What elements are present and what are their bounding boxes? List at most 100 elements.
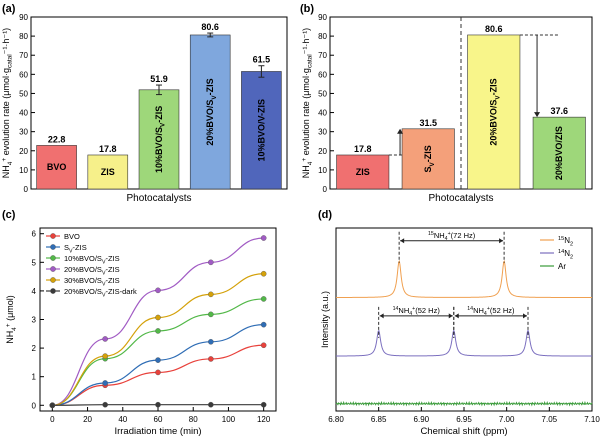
legend-entry-0: 15N2 — [558, 236, 573, 247]
spectrum-2 — [335, 400, 593, 407]
bar-0 — [336, 154, 390, 190]
x-axis-label: Photocatalysts — [126, 193, 191, 204]
legend-marker — [50, 233, 56, 239]
y-tick-label: 30 — [318, 128, 327, 137]
legend-entry-2: 10%BVO/SV-ZIS — [64, 254, 120, 265]
x-tick-label: 60 — [154, 415, 163, 424]
arrow-head — [397, 128, 404, 134]
subscript: 4 — [445, 236, 448, 242]
bar-1 — [401, 128, 455, 190]
y-tick-label: 40 — [318, 109, 327, 118]
legend-entry-1: 14N2 — [558, 249, 573, 260]
y-tick-label: 80 — [318, 32, 327, 41]
y-tick-label: 50 — [318, 89, 327, 98]
main-text: evolution rate (μmol·g — [1, 68, 11, 158]
x-axis-label: Photocatalysts — [428, 193, 493, 204]
x-tick-label: 0 — [50, 415, 55, 424]
x-tick-label: 7.10 — [584, 415, 600, 424]
value-label-1: 31.5 — [419, 118, 437, 128]
data-point-1-1 — [102, 380, 108, 386]
tail-text: (52 Hz) — [490, 306, 515, 315]
panel-label-c: (c) — [2, 209, 16, 221]
arrow-head — [379, 313, 384, 319]
legend-marker — [50, 266, 56, 272]
coupling-label-2: 14NH4+(52 Hz) — [467, 306, 515, 317]
main-text: S — [423, 166, 433, 172]
panel-label-d: (d) — [318, 209, 332, 221]
arrow-head — [448, 313, 453, 319]
data-point-4-1 — [102, 353, 108, 359]
x-tick-label: 7.00 — [499, 415, 515, 424]
y-tick-label: 80 — [19, 32, 28, 41]
bar-0 — [36, 145, 77, 190]
superscript: 14 — [393, 306, 399, 312]
tail-text: -ZIS-dark — [105, 287, 137, 296]
bar-text-2: 20%BVO/SV-ZIS — [489, 78, 502, 145]
y-tick-label: 2 — [32, 344, 37, 353]
main-text: ZIS — [101, 167, 115, 177]
tail-text: -ZIS — [256, 99, 266, 116]
tail-text: -ZIS — [423, 145, 433, 162]
subscript: 4 — [7, 161, 14, 165]
superscript: + — [412, 306, 415, 312]
y-tick-label: 90 — [318, 13, 327, 22]
panel-a: 0 10 20 30 40 50 60 70 80 90 22.8 BVO 17.8 ZIS 51.9 10%… — [1, 3, 288, 204]
bar-3 — [532, 116, 586, 190]
coupling-label-1: 14NH4+(52 Hz) — [393, 306, 441, 317]
y-tick-label: 50 — [19, 89, 28, 98]
value-label-2: 80.6 — [485, 24, 503, 34]
data-point-1-3 — [208, 339, 214, 345]
x-tick-label: 7.05 — [542, 415, 558, 424]
y-tick-label: 0 — [24, 185, 29, 194]
subscript: V — [429, 161, 436, 166]
panel-b: 010203040506070809017.8ZIS31.5SV-ZIS80.6… — [300, 3, 593, 204]
y-tick-label: 20 — [19, 147, 28, 156]
superscript: + — [487, 306, 490, 312]
bar-text-0: ZIS — [356, 167, 370, 177]
value-label-0: 17.8 — [354, 144, 372, 154]
data-point-4-3 — [208, 291, 214, 298]
main-text: BVO — [47, 162, 67, 172]
data-point-5-1 — [102, 401, 108, 408]
y-tick-label: 4 — [32, 287, 37, 296]
plot-frame — [335, 227, 593, 412]
legend-entry-2: Ar — [558, 262, 566, 271]
main-text: 30%BVO/S — [64, 276, 102, 285]
data-point-1-4 — [260, 321, 267, 328]
y-axis-label: NH4+ evolution rate (μmol·gcatal⁻¹·h⁻¹) — [301, 28, 314, 178]
subscript: V — [211, 95, 218, 100]
superscript: + — [5, 323, 12, 327]
y-tick-label: 60 — [19, 70, 28, 79]
data-point-2-3 — [208, 311, 214, 318]
main-text: NH — [434, 231, 445, 240]
data-point-3-1 — [102, 336, 108, 342]
coupling-label-0: 15NH4+(72 Hz) — [428, 231, 476, 242]
superscript: + — [448, 231, 451, 237]
y-tick-label: 6 — [32, 230, 37, 239]
y-axis-label: NH4+ evolution rate (μmol·gcatal⁻¹·h⁻¹) — [1, 28, 14, 178]
tail-text: -ZIS — [105, 276, 119, 285]
main-text: (μmol) — [5, 295, 15, 323]
data-point-3-3 — [208, 259, 214, 266]
spectrum-1 — [335, 329, 592, 357]
subscript: V — [102, 259, 106, 265]
x-tick-label: 80 — [189, 415, 198, 424]
tail-text: -ZIS — [105, 265, 119, 274]
legend-marker — [50, 288, 56, 294]
superscript: + — [1, 158, 8, 162]
main-text: ZIS — [356, 167, 370, 177]
subscript: 4 — [11, 327, 18, 331]
subscript: V — [69, 248, 73, 254]
data-point-3-4 — [260, 235, 267, 241]
y-tick-label: 1 — [32, 373, 37, 382]
main-text: NH — [5, 331, 15, 344]
x-tick-label: 6.95 — [456, 415, 472, 424]
tail-text: -ZIS — [105, 254, 119, 263]
bar-text-1: SV-ZIS — [423, 145, 436, 172]
main-text: S — [64, 243, 69, 252]
arrow-head — [499, 238, 504, 244]
subscript: V — [102, 292, 106, 298]
y-tick-label: 0 — [323, 185, 328, 194]
